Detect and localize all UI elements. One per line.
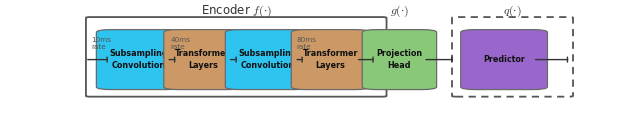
Text: Transformer
Layers: Transformer Layers [175, 49, 231, 70]
Text: 40ms
rate: 40ms rate [170, 37, 190, 50]
Text: Transformer
Layers: Transformer Layers [303, 49, 358, 70]
Text: $g(\cdot)$: $g(\cdot)$ [390, 4, 409, 19]
Text: Encoder $f(\cdot)$: Encoder $f(\cdot)$ [201, 3, 272, 19]
FancyBboxPatch shape [461, 30, 547, 90]
FancyBboxPatch shape [362, 30, 436, 90]
FancyBboxPatch shape [225, 30, 310, 90]
Text: Predictor: Predictor [483, 55, 525, 64]
Text: 80ms
rate: 80ms rate [296, 37, 316, 50]
Text: Subsampling
Convolution: Subsampling Convolution [109, 49, 168, 70]
FancyBboxPatch shape [97, 30, 180, 90]
Text: $q(\cdot)$: $q(\cdot)$ [503, 4, 522, 19]
FancyBboxPatch shape [164, 30, 242, 90]
Text: Projection
Head: Projection Head [376, 49, 422, 70]
FancyBboxPatch shape [291, 30, 370, 90]
Text: 10ms
rate: 10ms rate [91, 37, 111, 50]
Text: Subsampling
Convolution: Subsampling Convolution [238, 49, 297, 70]
